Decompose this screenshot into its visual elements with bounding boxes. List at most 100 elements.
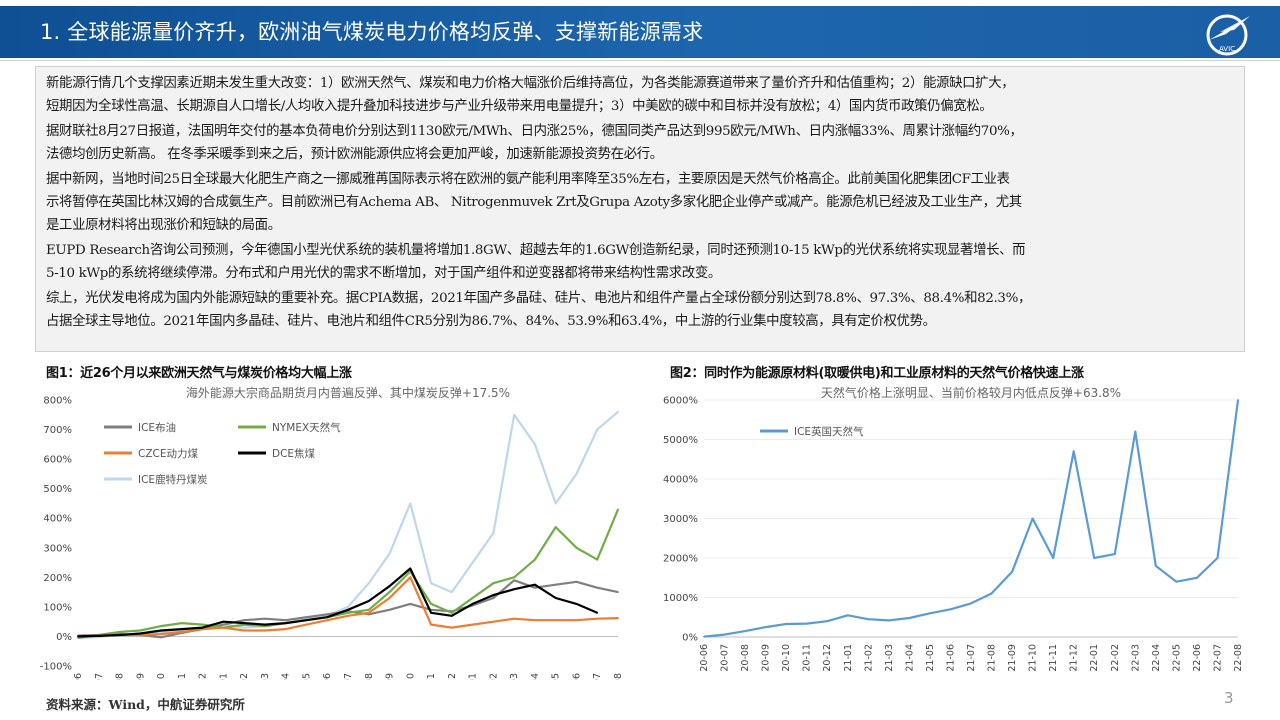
data-point: [575, 580, 578, 583]
data-point: [160, 629, 162, 632]
data-point: [326, 619, 329, 622]
data-point: [513, 588, 516, 591]
data-point: [222, 626, 225, 629]
page-title: 1. 全球能源量价齐升，欧洲油气煤炭电力价格均反弹、支撑新能源需求: [40, 20, 704, 44]
x-tick-label: 21-07: [966, 644, 977, 672]
x-tick-label: 21-10: [405, 673, 416, 680]
x-tick-label: 20-09: [135, 673, 146, 680]
x-tick-label: 22-01: [1089, 644, 1100, 672]
data-point: [513, 579, 516, 582]
data-point: [1134, 430, 1137, 433]
header-divider: [0, 60, 1280, 61]
x-tick-label: 21-06: [322, 673, 333, 680]
x-tick-label: 22-07: [592, 673, 603, 680]
x-tick-label: 20-06: [699, 644, 710, 672]
figure-2-title: 图2：同时作为能源原材料(取暖供电)和工业原材料的天然气价格快速上涨: [670, 366, 1084, 381]
x-tick-label: 21-11: [1048, 644, 1059, 672]
y-tick-label: 0%: [56, 632, 72, 643]
y-tick-label: 800%: [43, 396, 72, 407]
data-point: [409, 567, 412, 570]
data-point: [409, 502, 412, 505]
x-tick-label: 20-12: [822, 644, 833, 672]
data-point: [596, 586, 599, 589]
x-tick-label: 21-01: [218, 673, 229, 680]
data-point: [513, 617, 516, 620]
data-point: [744, 630, 746, 632]
x-tick-label: 21-10: [1028, 644, 1039, 672]
data-point: [534, 558, 536, 561]
x-tick-label: 21-09: [385, 673, 396, 680]
data-point: [617, 617, 619, 619]
data-point: [326, 613, 329, 616]
data-point: [388, 585, 391, 588]
data-point: [575, 473, 578, 475]
data-point: [305, 619, 308, 622]
y-tick-label: 700%: [43, 425, 72, 436]
data-point: [367, 608, 370, 611]
data-point: [160, 636, 162, 639]
x-tick-label: 21-03: [260, 673, 271, 680]
data-point: [243, 629, 246, 632]
figure-1-title: 图1：近26个月以来欧洲天然气与煤炭价格均大幅上涨: [46, 366, 352, 381]
data-point: [513, 413, 516, 416]
x-tick-label: 21-04: [904, 644, 915, 672]
x-tick-label: 21-12: [1069, 644, 1080, 672]
data-point: [990, 592, 993, 595]
data-point: [1052, 557, 1055, 559]
data-point: [139, 632, 142, 635]
data-point: [471, 623, 474, 626]
x-tick-label: 22-08: [1233, 644, 1244, 672]
data-point: [492, 597, 495, 599]
data-point: [347, 608, 349, 611]
data-point: [347, 606, 349, 608]
x-tick-label: 22-08: [613, 673, 624, 680]
x-tick-label: 21-09: [1007, 644, 1018, 672]
data-point: [1237, 399, 1239, 401]
series-line-4: [77, 567, 598, 638]
series-line-5: [77, 410, 619, 639]
data-point: [160, 633, 162, 635]
data-point: [492, 594, 495, 596]
data-point: [1175, 580, 1178, 583]
y-tick-label: 300%: [43, 543, 72, 554]
data-point: [180, 622, 183, 624]
y-tick-label: 500%: [43, 484, 72, 495]
data-point: [723, 633, 726, 636]
y-tick-label: 600%: [43, 455, 72, 466]
data-point: [887, 619, 890, 622]
data-point: [388, 552, 391, 555]
paragraph-5: 综上，光伏发电将成为国内外能源短缺的重要补充。据CPIA数据，2021年国产多晶…: [46, 291, 1032, 329]
x-tick-label: 22-05: [1171, 644, 1182, 672]
chart-2-title: 天然气价格上涨明显、当前价格较月内低点反弹+63.8%: [821, 385, 1121, 400]
data-point: [826, 620, 829, 623]
data-point: [243, 619, 246, 622]
data-point: [1216, 557, 1219, 559]
chart-2: 天然气价格上涨明显、当前价格较月内低点反弹+63.8% 6000% 5000% 400…: [663, 385, 1244, 672]
data-point: [596, 428, 599, 431]
x-tick-label: 20-11: [177, 673, 188, 680]
x-tick-label: 21-01: [843, 644, 854, 672]
summary-box: 新能源行情几个支撑因素近期未发生重大改变：1）欧洲天然气、煤炭和电力价格大幅涨价…: [35, 66, 1245, 352]
data-point: [264, 623, 266, 626]
data-point: [596, 617, 599, 620]
data-point: [1072, 450, 1075, 453]
x-tick-label: 22-07: [1212, 644, 1223, 672]
data-point: [97, 635, 100, 637]
data-point: [1011, 570, 1013, 573]
y-tick-label: 4000%: [663, 475, 698, 486]
x-tick-label: 21-03: [884, 644, 895, 672]
legend-label: DCE焦煤: [272, 447, 316, 460]
data-point: [284, 619, 287, 622]
x-tick-label: 22-03: [509, 673, 520, 680]
data-point: [534, 619, 536, 622]
data-point: [867, 618, 870, 621]
chart-1: 海外能源大宗商品期货月内普遍反弹、其中煤炭反弹+17.5% 800% 700% 600…: [40, 385, 624, 680]
legend-label: CZCE动力煤: [138, 447, 198, 460]
data-point: [118, 634, 121, 636]
data-point: [367, 600, 370, 602]
y-tick-label: 1000%: [663, 593, 698, 604]
data-point: [243, 626, 246, 629]
y-tick-label: 5000%: [663, 435, 698, 446]
data-point: [367, 582, 370, 585]
data-point: [367, 611, 370, 614]
